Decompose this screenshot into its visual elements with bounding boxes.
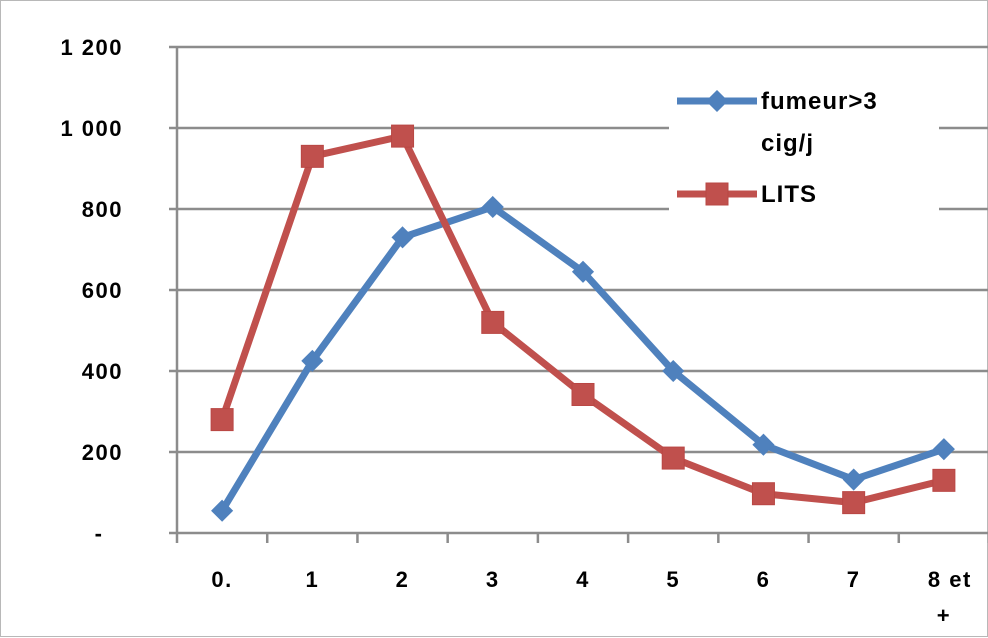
y-axis-tick-labels: - 200 400 600 800 1 000 1 200 [60,35,123,546]
data-point [571,382,595,406]
data-point [932,468,956,492]
legend-marker [705,89,729,113]
axes [169,45,988,543]
x-tick-label: 5 [666,567,680,592]
legend-label: LITS [761,181,817,208]
y-tick-label: - [95,521,104,546]
series-line-0 [219,203,946,513]
data-point [932,438,955,461]
data-point [662,359,685,383]
legend-label: fumeur>3 cig/j [761,88,878,157]
x-tick-label: 4 [576,567,590,592]
x-axis-tick-labels: 0. 1 2 3 4 5 6 7 8 et + [211,567,972,628]
data-point [211,499,234,522]
data-point [842,491,866,515]
y-tick-label: 200 [82,440,123,465]
data-point [571,260,595,283]
y-tick-label: 1 200 [60,35,123,60]
data-point [391,226,414,249]
data-point [481,310,505,334]
y-tick-label: 800 [82,197,123,222]
x-tick-label: 7 [847,567,861,592]
data-point [210,408,234,432]
x-tick-label: 3 [486,567,500,592]
legend-marker [705,182,729,206]
x-tick-label: 1 [305,567,319,592]
data-point [661,446,685,470]
data-point [481,195,504,219]
data-point [301,349,324,372]
series-lines [210,124,956,522]
y-tick-label: 400 [82,359,123,384]
data-point [752,433,775,456]
data-point [391,124,415,148]
data-point [300,144,324,168]
x-tick-label: 6 [757,567,771,592]
x-tick-label: 0. [211,567,232,592]
y-tick-label: 1 000 [60,116,123,141]
y-tick-label: 600 [82,278,123,303]
data-point [751,482,775,506]
x-tick-label: 2 [396,567,410,592]
data-point [842,468,865,491]
legend: fumeur>3 cig/j LITS [669,79,939,211]
x-tick-label: 8 et + [928,567,972,628]
